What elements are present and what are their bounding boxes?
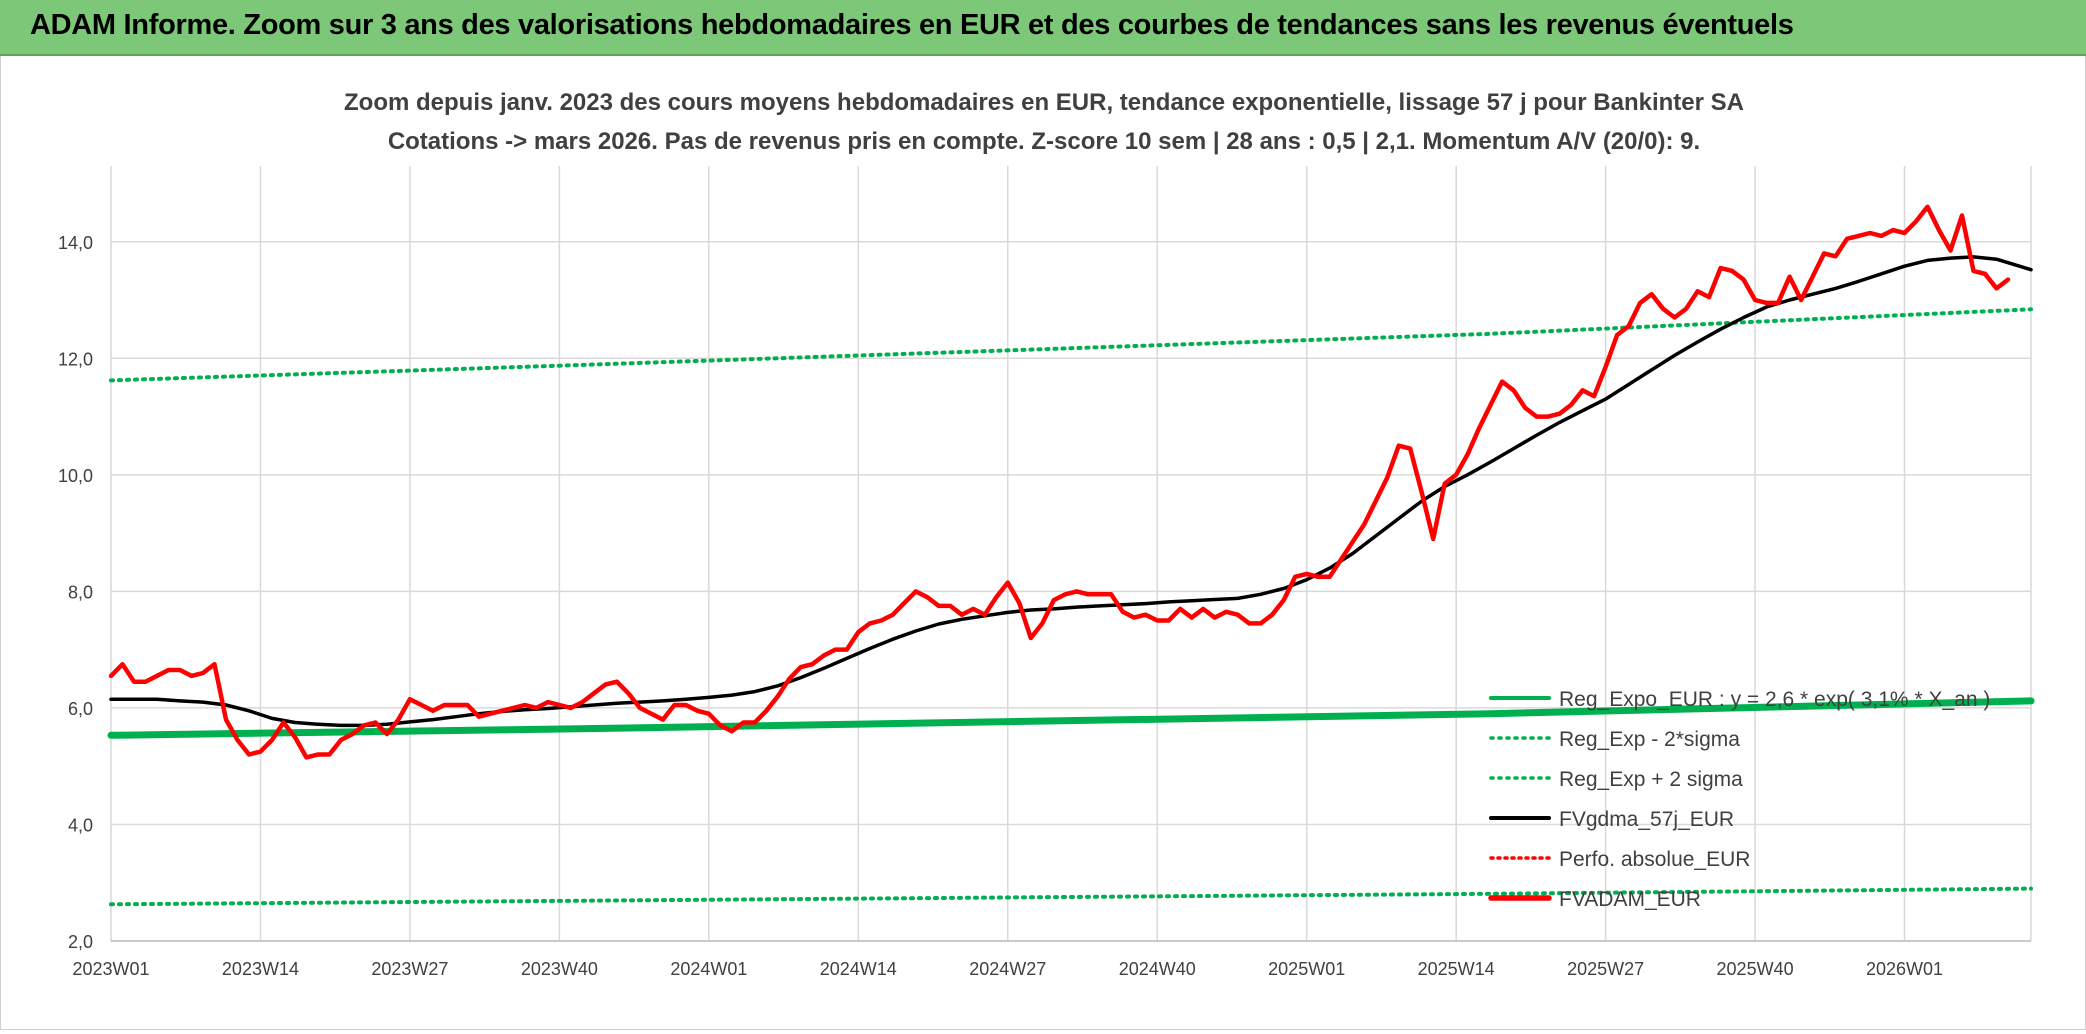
x-tick-label: 2024W01 <box>670 959 747 979</box>
legend-label: FVgdma_57j_EUR <box>1559 808 1734 831</box>
x-tick-label: 2023W40 <box>521 959 598 979</box>
grid <box>110 166 2032 942</box>
axes: 2,0 4,0 6,0 8,0 10,0 12,0 14,0 2023W01 2023W14 20… <box>58 233 2031 979</box>
legend: Reg_Expo_EUR : y = 2,6 * exp( 3,1% * X_a… <box>1488 688 1990 911</box>
y-tick-label: 8,0 <box>68 582 93 602</box>
series-line-reg-exp-2-sigma <box>109 307 2033 383</box>
chart: Zoom depuis janv. 2023 des cours moyens … <box>58 89 2035 979</box>
series-line-reg-expo-eur-y-2-6-exp-3-1-x-an <box>107 697 2035 739</box>
x-tick-label: 2023W14 <box>222 959 299 979</box>
page-title: ADAM Informe. Zoom sur 3 ans des valoris… <box>30 9 1794 41</box>
legend-label: Reg_Exp + 2 sigma <box>1559 768 1743 791</box>
x-tick-label: 2024W14 <box>820 959 897 979</box>
x-tick-label: 2026W01 <box>1866 959 1943 979</box>
x-tick-label: 2025W01 <box>1268 959 1345 979</box>
legend-label: Reg_Expo_EUR : y = 2,6 * exp( 3,1% * X_a… <box>1559 688 1990 711</box>
x-tick-label: 2025W14 <box>1418 959 1495 979</box>
y-tick-label: 4,0 <box>68 815 93 835</box>
series-line-fvgdma-57j-eur <box>109 255 2033 728</box>
header-bar: ADAM Informe. Zoom sur 3 ans des valoris… <box>0 0 2086 56</box>
y-tick-label: 6,0 <box>68 699 93 719</box>
series <box>107 204 2035 907</box>
legend-label: Perfo. absolue_EUR <box>1559 848 1750 871</box>
x-tick-label: 2025W27 <box>1567 959 1644 979</box>
series-line-reg-exp-2-sigma <box>109 886 2033 907</box>
chart-frame: Zoom depuis janv. 2023 des cours moyens … <box>0 56 2086 1030</box>
y-tick-label: 12,0 <box>58 349 93 369</box>
legend-label: Reg_Exp - 2*sigma <box>1559 728 1740 751</box>
y-tick-label: 10,0 <box>58 466 93 486</box>
y-tick-label: 2,0 <box>68 932 93 952</box>
chart-title: Zoom depuis janv. 2023 des cours moyens … <box>344 89 1744 116</box>
x-tick-label: 2023W27 <box>371 959 448 979</box>
legend-label: FVADAM_EUR <box>1559 888 1701 911</box>
chart-subtitle: Cotations -> mars 2026. Pas de revenus p… <box>388 128 1700 155</box>
x-tick-label: 2024W40 <box>1119 959 1196 979</box>
x-tick-label: 2023W01 <box>72 959 149 979</box>
series-line-fvadam-eur <box>108 204 2011 760</box>
x-tick-label: 2025W40 <box>1717 959 1794 979</box>
x-tick-label: 2024W27 <box>969 959 1046 979</box>
y-tick-label: 14,0 <box>58 233 93 253</box>
